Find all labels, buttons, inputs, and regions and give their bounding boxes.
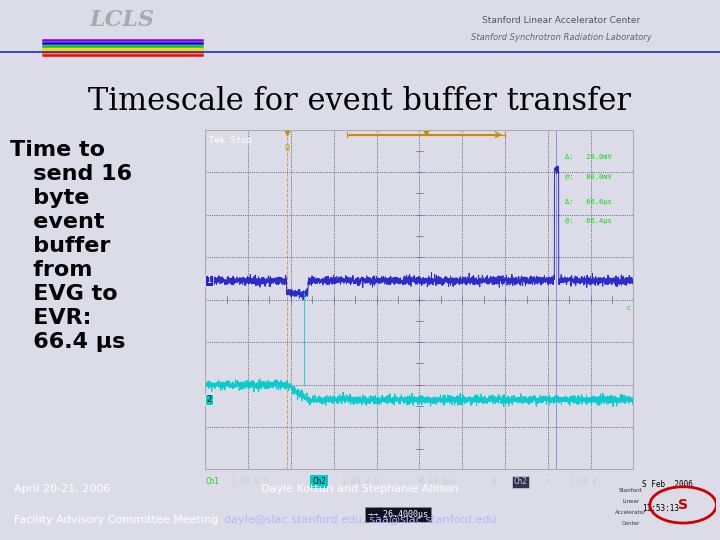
Text: →→ 26.4000μs: →→ 26.4000μs [368,510,428,519]
Text: Stanford Linear Accelerator Center: Stanford Linear Accelerator Center [482,16,641,25]
Text: 1.16 V: 1.16 V [570,477,597,486]
Text: Stanford Synchrotron Radiation Laboratory: Stanford Synchrotron Radiation Laborator… [471,33,652,43]
Text: 1.00 V Ω: 1.00 V Ω [231,477,268,486]
Text: c: c [626,305,630,311]
Text: April 20-21, 2006: April 20-21, 2006 [14,484,111,495]
Text: S Feb  2006: S Feb 2006 [642,480,693,489]
Text: @:   80.0mV: @: 80.0mV [565,173,612,179]
Text: 1: 1 [206,276,211,285]
Text: Ch1: Ch1 [205,477,219,486]
Text: M 10.0μs: M 10.0μs [419,477,456,486]
Text: Time to
   send 16
   byte
   event
   buffer
   from
   EVG to
   EVR:
   66.4 : Time to send 16 byte event buffer from E… [10,140,132,352]
Text: Stanford: Stanford [619,488,643,493]
Text: dayle@slac.stanford.edu, saa@slac.stanford.edu: dayle@slac.stanford.edu, saa@slac.stanfo… [224,515,496,525]
Text: Accelerator: Accelerator [615,510,647,515]
Text: Tek Stop: Tek Stop [209,136,251,145]
Text: 2: 2 [206,395,211,404]
Text: U: U [284,144,289,153]
Text: ↗: ↗ [544,477,550,486]
Text: Linear: Linear [622,499,639,504]
Text: LCLS: LCLS [90,9,155,31]
Text: 1.00 V Ω: 1.00 V Ω [342,477,379,486]
Text: S: S [678,498,688,512]
Text: A: A [492,477,497,486]
Text: Ch2: Ch2 [513,477,528,486]
Text: @:   66.4μs: @: 66.4μs [565,218,612,224]
Text: Δ:   20.0mV: Δ: 20.0mV [565,154,612,160]
Text: Dayle Kotturi and Stephanie Allison: Dayle Kotturi and Stephanie Allison [261,484,459,495]
Text: Center: Center [621,521,640,525]
Text: Timescale for event buffer transfer: Timescale for event buffer transfer [89,86,631,117]
Text: 11:53:13: 11:53:13 [642,504,679,513]
Text: Ch2: Ch2 [312,477,326,486]
Text: Δ:   66.6μs: Δ: 66.6μs [565,199,612,205]
Text: Facility Advisory Committee Meeting: Facility Advisory Committee Meeting [14,515,219,525]
